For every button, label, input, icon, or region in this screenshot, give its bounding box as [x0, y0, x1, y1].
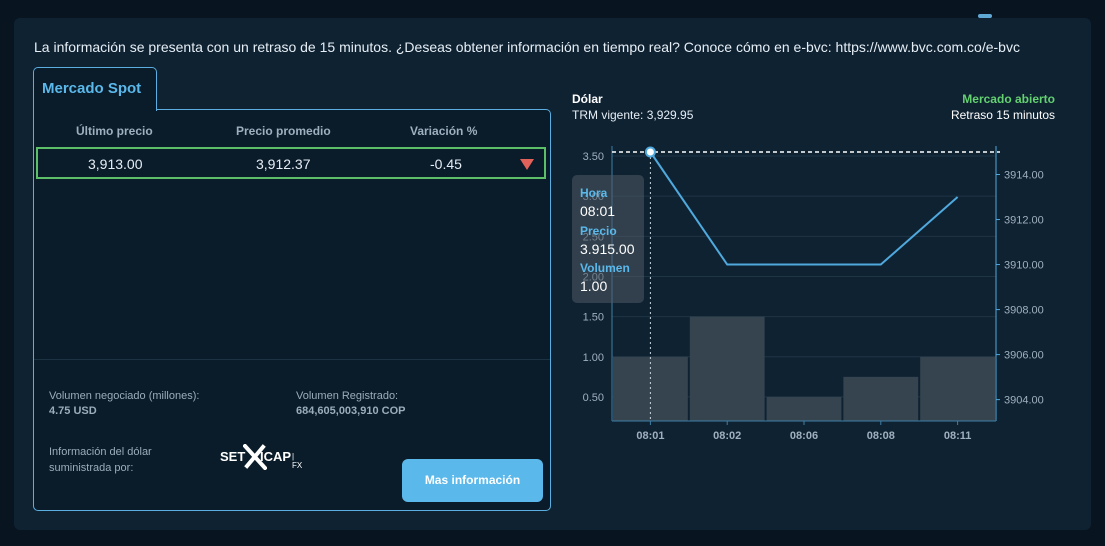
top-indicator [978, 14, 992, 18]
y-right-tick-label: 3912.00 [1004, 215, 1044, 227]
y-left-tick-label: 1.00 [583, 352, 604, 364]
tooltip-volumen-label: Volumen [580, 261, 630, 275]
volume-value: 4.75 USD [49, 405, 97, 417]
trm-value: TRM vigente: 3,929.95 [572, 108, 694, 122]
price-line [649, 151, 959, 266]
tab-mercado-spot[interactable]: Mercado Spot [33, 67, 157, 111]
x-tick-label: 08:08 [867, 430, 895, 442]
change-value: -0.45 [430, 156, 462, 172]
volume-bar [843, 376, 919, 421]
tooltip-volumen-value: 1.00 [580, 278, 608, 294]
tab-join [34, 108, 154, 111]
x-tick-label: 08:06 [790, 430, 818, 442]
tooltip-precio-label: Precio [580, 224, 617, 238]
more-info-button[interactable]: Mas información [402, 459, 543, 502]
price-point [644, 146, 656, 158]
price-volume-chart[interactable]: 0.501.001.502.002.503.003.503904.003906.… [572, 146, 1060, 476]
y-right-tick-label: 3904.00 [1004, 395, 1044, 407]
y-right-tick-label: 3910.00 [1004, 260, 1044, 272]
chart-tooltip: Hora 08:01 Precio 3.915.00 Volumen 1.00 [572, 175, 644, 303]
x-tick-label: 08:11 [944, 430, 972, 442]
column-header-change: Variación % [410, 124, 478, 138]
x-tick-label: 08:01 [636, 430, 664, 442]
divider [34, 359, 550, 360]
provider-label: Información del dólar [49, 446, 152, 458]
y-left-tick-label: 0.50 [583, 392, 604, 404]
x-tick-label: 08:02 [713, 430, 741, 442]
main-card: La información se presenta con un retras… [14, 18, 1091, 530]
y-right-tick-label: 3914.00 [1004, 170, 1044, 182]
tooltip-hora-value: 08:01 [580, 203, 616, 219]
table-row[interactable]: 3,913.00 3,912.37 -0.45 [36, 147, 546, 179]
volume-bar [766, 396, 842, 421]
column-header-last-price: Último precio [76, 124, 153, 138]
delay-label: Retraso 15 minutos [950, 108, 1055, 122]
y-left-tick-label: 1.50 [583, 312, 604, 324]
tooltip-precio-value: 3.915.00 [580, 241, 635, 257]
provider-label-2: suministrada por: [49, 462, 134, 474]
avg-price-value: 3,912.37 [256, 156, 311, 172]
y-right-tick-label: 3906.00 [1004, 350, 1044, 362]
volume-bar [920, 356, 995, 421]
down-arrow-icon [520, 159, 534, 170]
volume-label: Volumen negociado (millones): [49, 390, 200, 402]
column-header-avg-price: Precio promedio [236, 124, 331, 138]
market-status: Mercado abierto [962, 92, 1055, 106]
logo-mark-icon [243, 444, 267, 470]
tab-label: Mercado Spot [42, 80, 142, 97]
y-left-tick-label: 3.50 [583, 151, 604, 163]
registered-volume-value: 684,605,003,910 COP [296, 405, 406, 417]
chart-title: Dólar [572, 92, 603, 106]
y-right-tick-label: 3908.00 [1004, 305, 1044, 317]
spot-panel: Último precio Precio promedio Variación … [33, 109, 551, 511]
tooltip-hora-label: Hora [580, 186, 608, 200]
registered-volume-label: Volumen Registrado: [296, 390, 399, 402]
delay-notice: La información se presenta con un retras… [34, 39, 1020, 55]
last-price-value: 3,913.00 [88, 156, 143, 172]
volume-bar [689, 316, 765, 421]
